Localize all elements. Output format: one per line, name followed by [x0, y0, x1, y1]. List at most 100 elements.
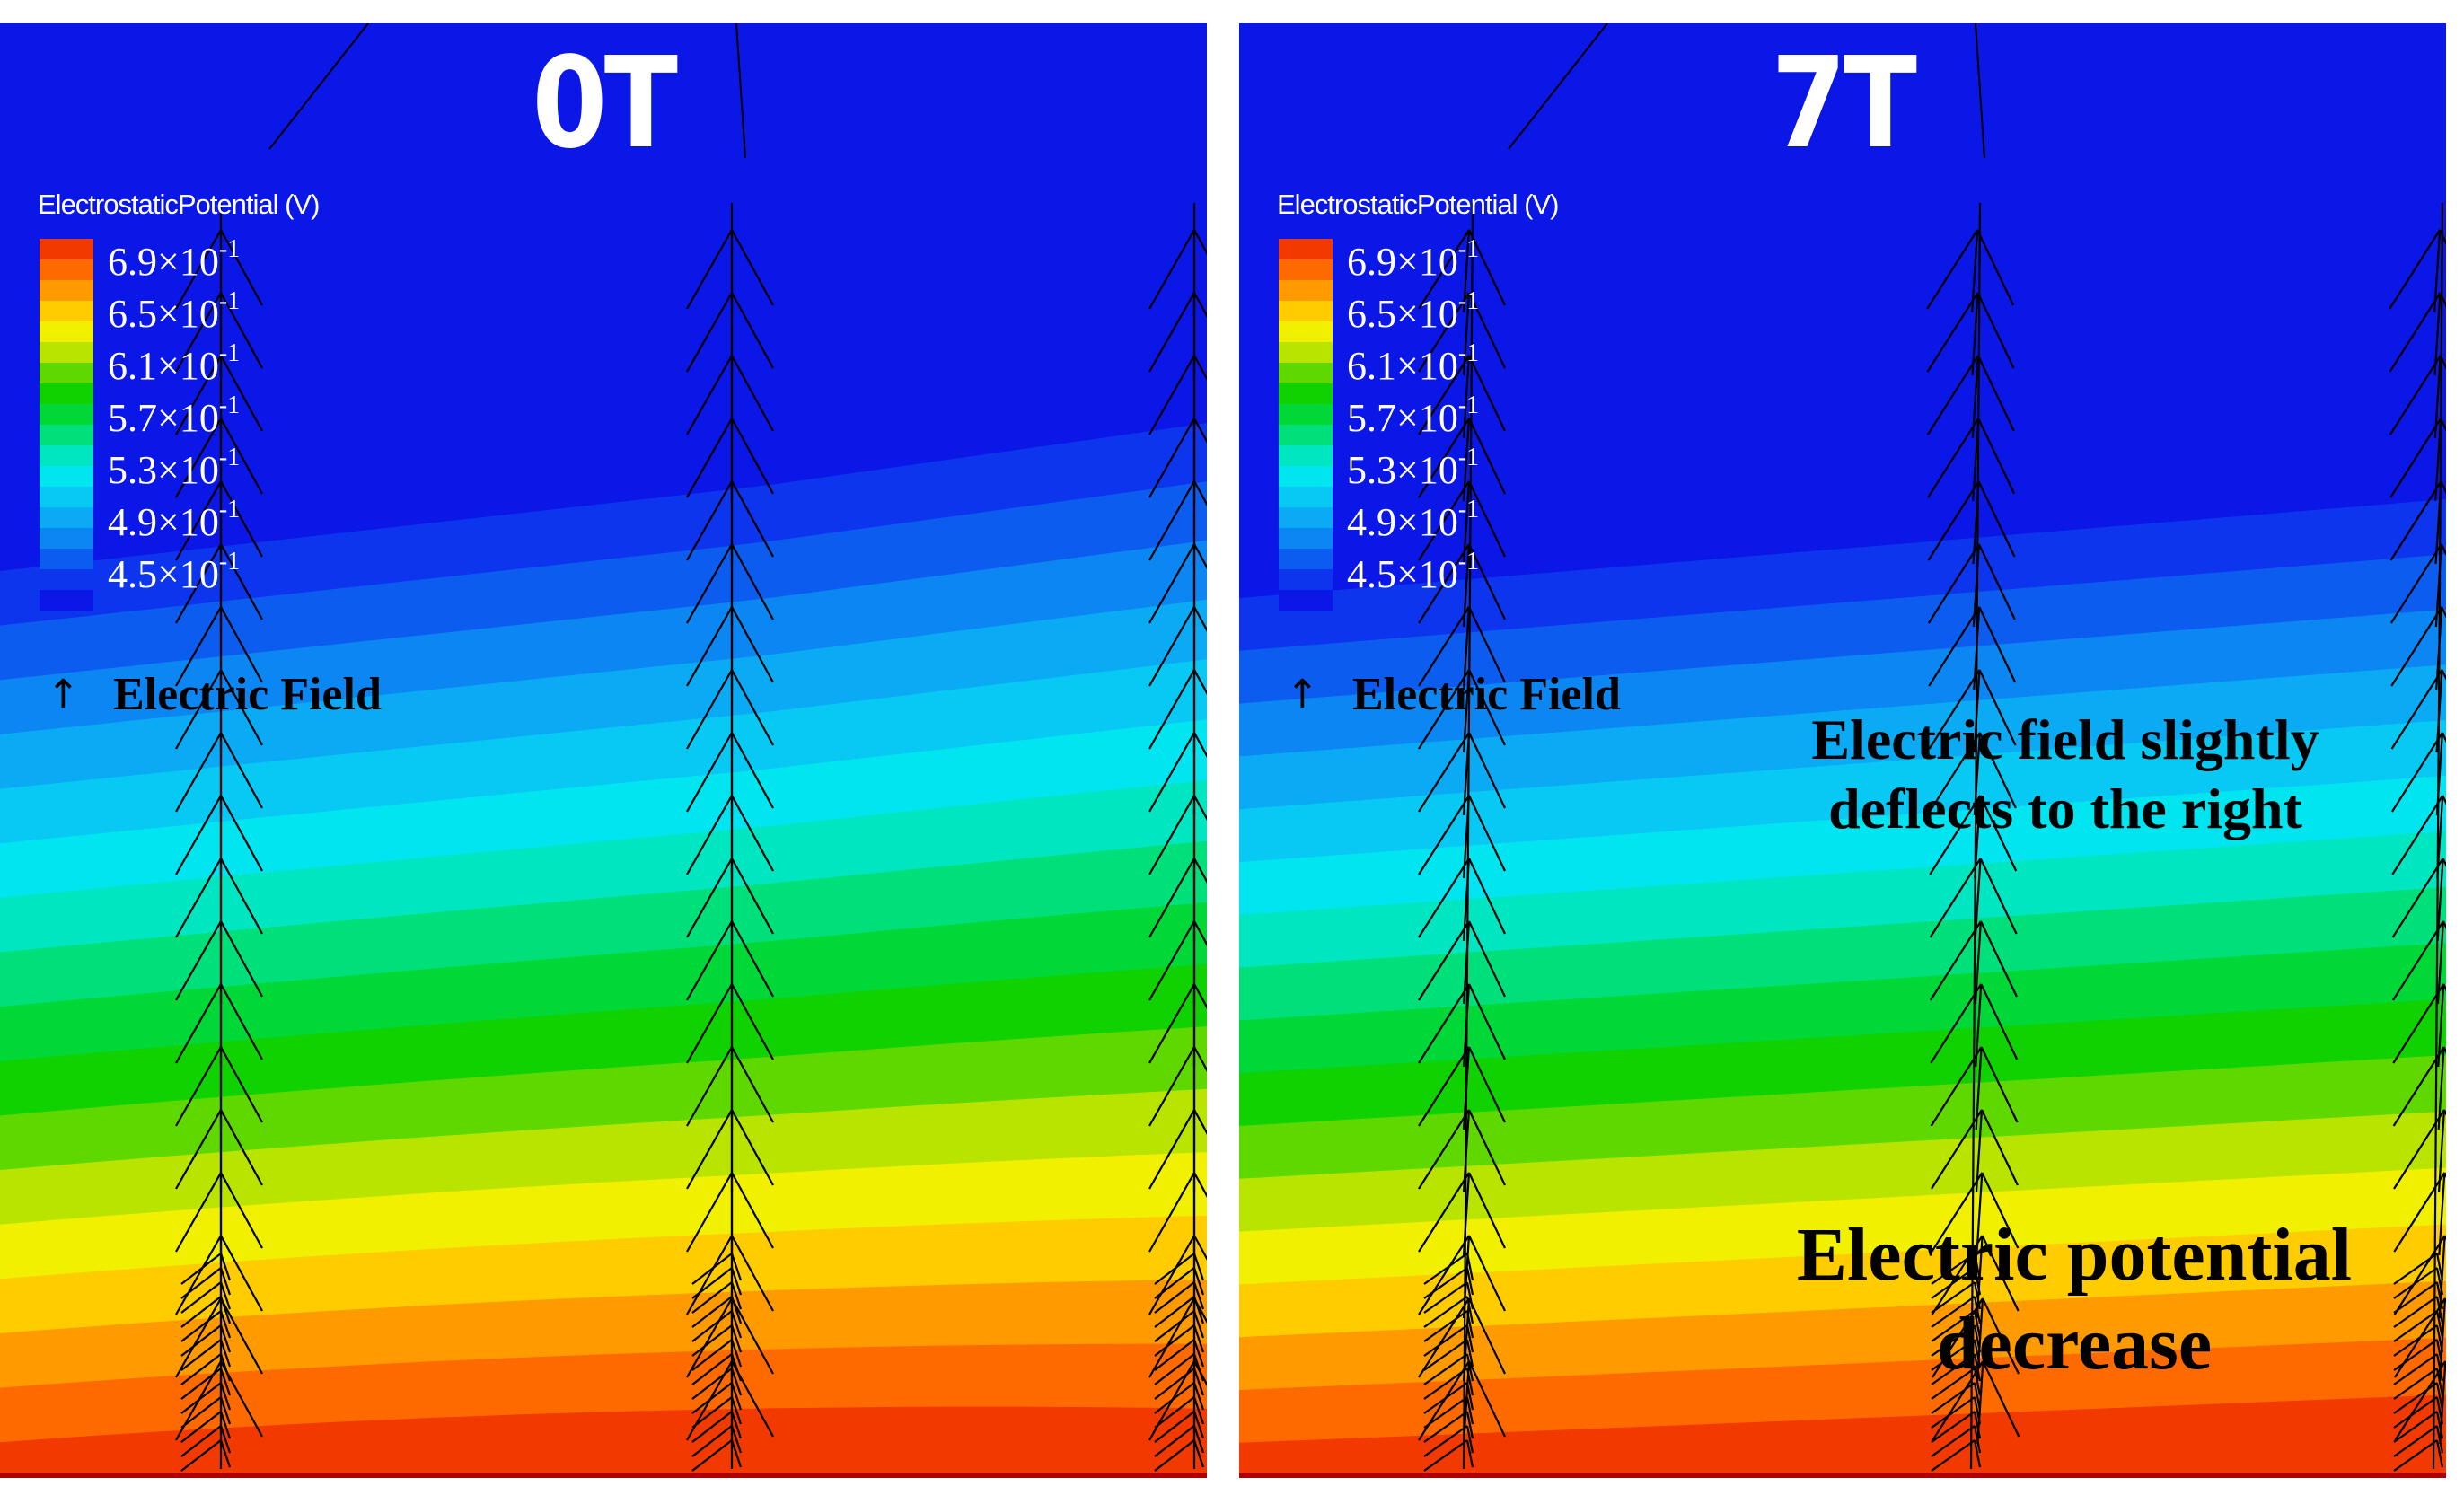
field-arrow-head	[1468, 1172, 1506, 1249]
field-arrow-head	[1418, 732, 1470, 813]
field-arrow-head	[1468, 795, 1506, 872]
field-arrow-head	[1973, 1439, 1982, 1468]
field-arrow-head	[1926, 229, 1979, 310]
field-arrow-head	[1928, 606, 1981, 687]
field-arrow-head	[1148, 1235, 1195, 1315]
field-arrow-head	[2435, 1267, 2444, 1296]
field-arrow-head	[2392, 920, 2444, 1001]
field-arrow-head	[730, 1253, 743, 1281]
colorbar-swatch	[40, 445, 93, 466]
field-arrow-head	[2390, 606, 2443, 687]
field-arrow-head	[1468, 418, 1506, 495]
field-arrow-head	[175, 229, 222, 310]
field-arrow-head	[219, 1339, 232, 1368]
field-arrow-head	[1193, 732, 1207, 758]
field-arrow-head	[1980, 1046, 2019, 1123]
field-arrow-head	[2435, 1368, 2444, 1396]
field-arrow-head	[1423, 1310, 1468, 1342]
field-arrow-head	[1931, 1310, 1976, 1342]
colorbar-swatch	[1279, 507, 1333, 528]
field-arrow-head	[219, 1296, 232, 1324]
field-arrow-head	[180, 1324, 222, 1357]
colorbar-tick-label: 6.5×10-1	[1347, 287, 1480, 336]
field-arrow-head	[1979, 795, 2018, 872]
field-arrow-head	[691, 1368, 733, 1400]
field-arrow-head	[1423, 1396, 1468, 1429]
field-arrow-head	[180, 1353, 222, 1385]
field-arrow-head	[1193, 355, 1207, 381]
field-arrow-head	[2393, 1267, 2438, 1299]
field-arrow-head	[2393, 1353, 2438, 1385]
field-arrow-head	[1465, 1439, 1474, 1468]
field-arrow-head	[2435, 1253, 2444, 1281]
field-arrow-head	[180, 1382, 222, 1414]
field-arrow-head	[1468, 606, 1506, 683]
field-arrow-head	[175, 920, 222, 1001]
field-arrow-head	[1973, 1253, 1982, 1281]
field-arrow-head	[1977, 543, 2016, 620]
field-arrow-head	[1468, 1046, 1506, 1123]
field-arrow-head	[2435, 1425, 2444, 1454]
field-arrow-head	[175, 732, 222, 813]
field-arrow-head	[1926, 355, 1979, 435]
field-arrow-head	[1423, 1253, 1468, 1285]
field-arrow-head	[2439, 229, 2446, 245]
field-arrow-head	[1148, 732, 1195, 813]
electric-field-legend-label: Electric Field	[113, 669, 382, 720]
field-arrow-head	[2393, 1439, 2438, 1472]
field-arrow-head	[686, 795, 733, 875]
field-arrow-head	[219, 1411, 232, 1439]
field-arrow-head	[1978, 669, 2017, 746]
field-arrow-head	[2394, 1360, 2446, 1441]
field-arrow-head	[1465, 1411, 1474, 1439]
field-arrow-head	[2389, 292, 2442, 373]
colorbar-swatch	[40, 239, 93, 259]
field-arrow-head	[686, 355, 733, 435]
field-arrow-head	[1980, 983, 2019, 1060]
field-arrow-head	[1418, 1297, 1470, 1378]
field-arrow-head	[1154, 1368, 1195, 1400]
field-arrow-head	[1418, 606, 1470, 687]
field-arrow-head	[175, 858, 222, 938]
field-arrow-head	[1973, 1324, 1982, 1353]
field-arrow-head	[1465, 1296, 1474, 1324]
field-arrow-head	[686, 983, 733, 1064]
field-arrow-head	[1977, 418, 2016, 495]
field-arrow-head	[1192, 1267, 1205, 1296]
field-arrow-head	[1465, 1324, 1474, 1353]
colorbar-swatch	[1279, 404, 1333, 425]
field-arrow-head	[180, 1281, 222, 1314]
field-arrow-head	[691, 1253, 733, 1285]
field-arrow-head	[1154, 1324, 1195, 1357]
field-arrow-head	[2393, 1324, 2438, 1357]
field-arrow-head	[2393, 1253, 2438, 1285]
field-arrow-head	[1418, 1360, 1470, 1441]
colorbar-swatch	[1279, 321, 1333, 342]
field-arrow-head	[686, 858, 733, 938]
field-arrow-head	[1154, 1339, 1195, 1371]
field-arrow-head	[1465, 1253, 1474, 1281]
field-arrow-head	[1982, 1360, 2020, 1438]
field-arrow-head	[219, 1253, 232, 1281]
field-arrow-head	[1193, 795, 1207, 821]
field-arrow-head	[2393, 1296, 2438, 1328]
field-arrow-head	[1193, 229, 1207, 255]
field-arrow-head	[1418, 1172, 1470, 1253]
field-arrow-head	[1465, 1310, 1474, 1339]
colorbar-swatch	[1279, 239, 1333, 259]
field-streak	[735, 23, 746, 159]
field-arrow-head	[2393, 1411, 2438, 1443]
colorbar-swatch	[40, 425, 93, 445]
field-arrow-head	[1931, 1353, 1976, 1385]
field-arrow-head	[686, 292, 733, 373]
field-arrow-head	[1931, 1267, 1976, 1299]
colorbar-swatch	[40, 280, 93, 301]
field-arrow-head	[1929, 858, 1982, 938]
field-arrow-head	[1148, 355, 1195, 435]
electric-field-arrow-icon: ↑	[47, 672, 80, 717]
field-arrow-head	[180, 1439, 222, 1472]
field-arrow-head	[731, 1297, 774, 1375]
field-arrow-head	[1468, 858, 1506, 935]
electric-field-legend-label: Electric Field	[1352, 669, 1621, 720]
field-arrow-head	[175, 1235, 222, 1315]
